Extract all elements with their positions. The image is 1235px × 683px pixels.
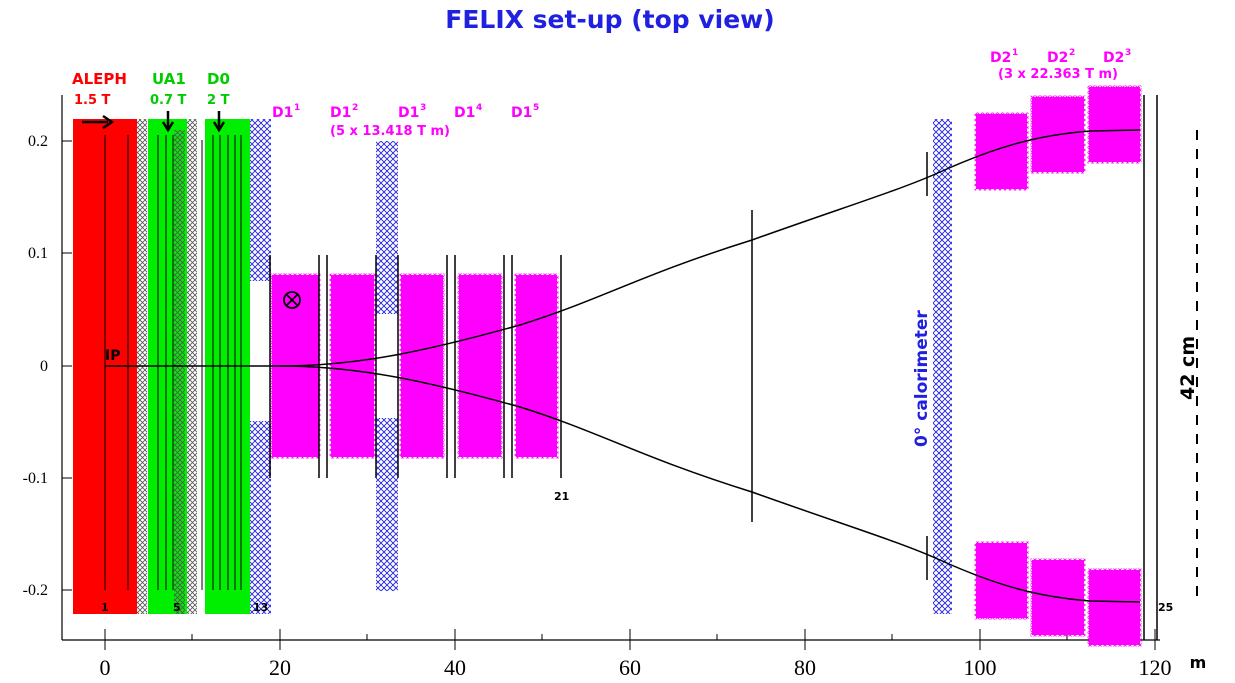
marker-label: 25 (1158, 601, 1173, 614)
y-tick-label: 0 (40, 358, 48, 375)
d1-index: 1 (294, 103, 300, 113)
marker-label: 21 (554, 490, 569, 503)
y-tick-label: 0.1 (28, 245, 48, 262)
d1-index: 3 (420, 103, 426, 113)
x-tick-label: 20 (269, 655, 291, 680)
aleph-field: 1.5 T (74, 93, 111, 108)
collimator-lower (376, 418, 398, 591)
collimator-upper (250, 119, 271, 281)
x-tick-label: 100 (964, 655, 997, 680)
d0-label: D0 (207, 70, 230, 88)
y-tick-label: 0.2 (28, 133, 48, 150)
ua1-hatched-insert (174, 130, 185, 614)
calorimeter-label: 0° calorimeter (912, 310, 932, 447)
d0-field: 2 T (207, 93, 230, 108)
d1-label: D1 (330, 105, 351, 121)
station-lines (751, 95, 1158, 640)
d2-index: 3 (1125, 48, 1131, 58)
beam-trajectories (105, 129, 1141, 603)
collimator-upper (376, 141, 398, 314)
position-markers: 1 5 13 21 25 (101, 490, 1173, 614)
collimator-lower (250, 421, 271, 614)
ua1-field: 0.7 T (150, 93, 187, 108)
d2-index: 1 (1012, 48, 1018, 58)
d1-label: D1 (398, 105, 419, 121)
d1-label: D1 (511, 105, 532, 121)
y-axis-ticks: 0.2 0.1 0 -0.1 -0.2 (23, 133, 72, 599)
d1-index: 5 (533, 103, 539, 113)
d2-index: 2 (1069, 48, 1075, 58)
aleph-label: ALEPH (72, 70, 127, 88)
y-tick-label: -0.1 (23, 470, 48, 487)
ua1-arrow-icon (161, 111, 175, 133)
x-tick-label: 40 (444, 655, 466, 680)
d1-index: 2 (352, 103, 358, 113)
field-into-page-icon (283, 291, 301, 309)
x-tick-label: 80 (794, 655, 816, 680)
d1-spec: (5 x 13.418 T m) (330, 124, 450, 139)
d1-label: D1 (454, 105, 475, 121)
x-tick-label: 60 (619, 655, 641, 680)
d1-separators (269, 255, 562, 478)
y-tick-label: -0.2 (23, 582, 48, 599)
ip-label: IP (105, 348, 120, 364)
aleph-arrow-icon (82, 114, 115, 130)
d2-magnets (974, 85, 1142, 647)
d1-index: 4 (476, 103, 482, 113)
d2-label: D2 (1103, 50, 1124, 66)
x-axis-unit: m (1190, 653, 1207, 672)
x-tick-label: 120 (1139, 655, 1172, 680)
x-axis-ticks: 0 20 40 60 80 100 120 m (100, 629, 1207, 680)
zero-degree-calorimeter (933, 119, 952, 614)
marker-label: 13 (253, 601, 268, 614)
ua1-label: UA1 (152, 70, 186, 88)
d1-label: D1 (272, 105, 293, 121)
diagram-title: FELIX set-up (top view) (445, 5, 774, 34)
d0-arrow-icon (212, 111, 226, 133)
d2-labels: D2 1 D2 2 D2 3 (3 x 22.363 T m) (990, 48, 1131, 82)
marker-label: 5 (173, 601, 181, 614)
d1-labels: D1 1 D1 2 D1 3 D1 4 D1 5 (5 x 13.418 T m… (272, 103, 539, 139)
d2-spec: (3 x 22.363 T m) (998, 67, 1118, 82)
d2-label: D2 (990, 50, 1011, 66)
marker-label: 1 (101, 601, 109, 614)
aperture-label: 42 cm (1177, 336, 1199, 400)
d1-magnets (270, 273, 559, 459)
d2-label: D2 (1047, 50, 1068, 66)
x-tick-label: 0 (100, 655, 111, 680)
